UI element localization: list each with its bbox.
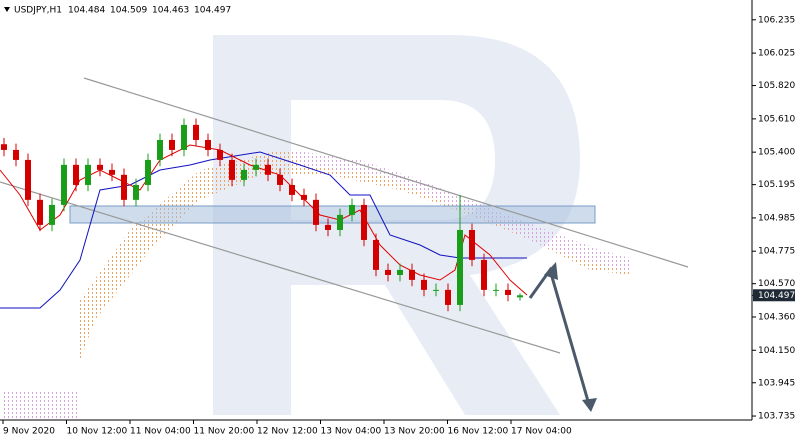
candle-body: [421, 279, 427, 290]
candle-body: [241, 169, 247, 180]
candle-body: [397, 269, 403, 275]
candle-body: [469, 229, 475, 260]
x-tick-label: 16 Nov 12:00: [448, 427, 509, 437]
y-tick-label: 106.025: [758, 49, 795, 59]
candle-body: [337, 214, 343, 230]
candle-body: [193, 124, 199, 140]
candle-body: [145, 159, 151, 185]
candle-body: [325, 224, 331, 230]
header-low: 104.463: [152, 6, 189, 16]
candle-body: [253, 164, 259, 170]
candle-body: [109, 169, 115, 175]
candle-body: [289, 184, 295, 195]
candle-body: [169, 139, 175, 150]
candle-body: [121, 174, 127, 200]
candle-body: [265, 164, 271, 175]
arrow-head: [544, 262, 558, 280]
y-tick-label: 104.360: [758, 312, 795, 322]
x-tick-label: 9 Nov 2020: [3, 427, 55, 437]
price-tag-label: 104.497: [758, 291, 795, 301]
channel-line: [83, 77, 689, 268]
ichimoku-cloud: [290, 150, 630, 272]
watermark: [213, 35, 580, 415]
y-tick-label: 103.735: [758, 412, 795, 422]
candle-body: [97, 164, 103, 170]
candle-body: [493, 289, 499, 291]
candle-body: [13, 149, 19, 160]
candle-body: [157, 139, 163, 160]
candle-body: [73, 164, 79, 185]
kijun-line: [0, 151, 527, 309]
header-high: 104.509: [110, 6, 147, 16]
y-tick-label: 103.945: [758, 378, 795, 388]
candle-body: [49, 204, 55, 225]
candle-body: [85, 164, 91, 185]
candle-body: [313, 199, 319, 225]
x-tick-label: 11 Nov 04:00: [130, 427, 191, 437]
candle-body: [505, 289, 511, 295]
y-tick-label: 106.235: [758, 15, 795, 25]
candle-body: [385, 269, 391, 275]
arrow-head: [582, 398, 597, 412]
candle-body: [301, 194, 307, 200]
x-tick-label: 13 Nov 20:00: [384, 427, 445, 437]
price-tag: [753, 289, 795, 302]
candle-body: [349, 204, 355, 215]
candle-body: [1, 144, 7, 150]
candle-body: [517, 295, 523, 298]
channel-line: [0, 181, 561, 354]
y-tick-label: 104.150: [758, 346, 795, 356]
candle-body: [373, 239, 379, 270]
symbol: USDJPY,H1: [14, 6, 62, 16]
support-zone: [69, 205, 596, 224]
y-tick-label: 104.570: [758, 279, 795, 289]
candle-body: [361, 204, 367, 240]
candle-body: [181, 124, 187, 150]
x-tick-label: 11 Nov 20:00: [194, 427, 255, 437]
candle-body: [205, 139, 211, 150]
header-open: 104.484: [68, 6, 105, 16]
ichimoku-cloud: [3, 390, 79, 418]
candle-body: [481, 259, 487, 290]
y-tick-label: 104.985: [758, 213, 795, 223]
candle-body: [61, 164, 67, 205]
y-tick-label: 105.610: [758, 114, 795, 124]
y-tick-label: 105.195: [758, 180, 795, 190]
x-tick-label: 13 Nov 04:00: [321, 427, 382, 437]
candle-body: [229, 159, 235, 180]
candle-body: [457, 229, 463, 305]
header-close: 104.497: [194, 6, 231, 16]
candle-body: [445, 289, 451, 305]
candle-body: [433, 289, 439, 291]
y-tick-label: 105.820: [758, 81, 795, 91]
candle-body: [37, 199, 43, 225]
candle-body: [25, 159, 31, 200]
candle-body: [217, 149, 223, 160]
menu-triangle: [4, 7, 10, 12]
x-tick-label: 12 Nov 12:00: [257, 427, 318, 437]
candle-body: [277, 174, 283, 185]
x-tick-label: 10 Nov 12:00: [67, 427, 128, 437]
x-tick-label: 17 Nov 04:00: [511, 427, 572, 437]
candle-body: [409, 269, 415, 280]
y-tick-label: 104.775: [758, 247, 795, 257]
candle-body: [133, 184, 139, 200]
y-tick-label: 105.400: [758, 148, 795, 158]
